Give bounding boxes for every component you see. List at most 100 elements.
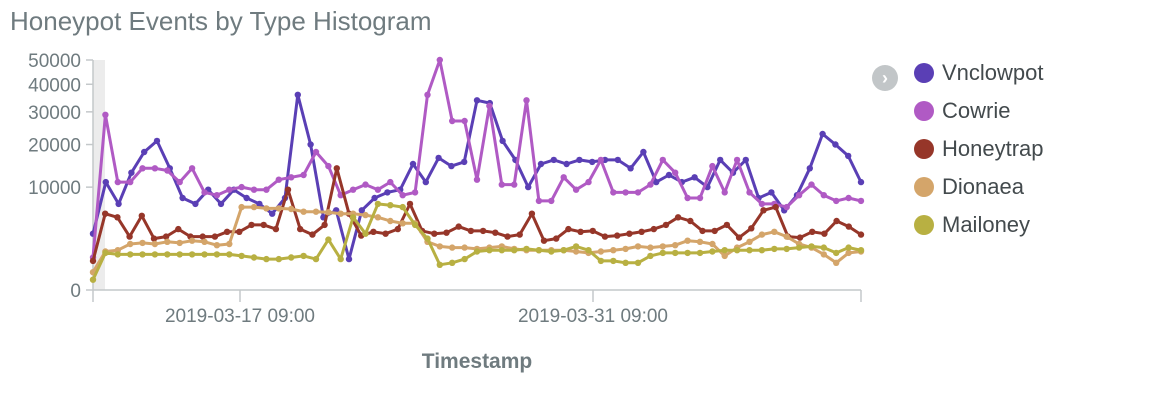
data-point[interactable] — [665, 171, 673, 179]
data-point[interactable] — [627, 165, 634, 172]
data-point[interactable] — [461, 117, 468, 125]
data-point[interactable] — [783, 203, 790, 211]
data-point[interactable] — [162, 233, 170, 240]
data-point[interactable] — [164, 238, 171, 245]
data-point[interactable] — [845, 194, 852, 202]
data-point[interactable] — [243, 194, 250, 202]
data-point[interactable] — [312, 208, 320, 215]
data-point[interactable] — [634, 259, 642, 266]
data-point[interactable] — [349, 214, 357, 221]
data-point[interactable] — [486, 247, 493, 254]
data-point[interactable] — [201, 251, 208, 258]
data-point[interactable] — [758, 247, 766, 254]
data-point[interactable] — [684, 237, 691, 244]
data-point[interactable] — [748, 225, 755, 232]
data-point[interactable] — [684, 194, 691, 202]
data-point[interactable] — [297, 225, 304, 233]
data-point[interactable] — [857, 231, 865, 238]
data-point[interactable] — [550, 156, 557, 164]
data-point[interactable] — [256, 200, 263, 208]
data-point[interactable] — [622, 259, 629, 266]
data-point[interactable] — [399, 203, 406, 211]
data-point[interactable] — [337, 210, 344, 217]
data-point[interactable] — [325, 236, 332, 243]
data-point[interactable] — [498, 247, 505, 254]
data-point[interactable] — [696, 238, 704, 245]
data-point[interactable] — [238, 183, 245, 191]
data-point[interactable] — [358, 207, 365, 214]
data-point[interactable] — [809, 228, 816, 235]
data-point[interactable] — [622, 245, 629, 253]
data-point[interactable] — [511, 247, 518, 254]
data-point[interactable] — [498, 181, 505, 188]
data-point[interactable] — [674, 214, 682, 221]
data-point[interactable] — [102, 111, 109, 119]
data-point[interactable] — [589, 158, 596, 166]
data-point[interactable] — [263, 255, 270, 263]
data-point[interactable] — [436, 261, 443, 268]
data-point[interactable] — [659, 249, 666, 257]
data-point[interactable] — [164, 251, 171, 258]
data-point[interactable] — [771, 245, 778, 253]
data-point[interactable] — [337, 255, 344, 263]
legend-item-vnclowpot[interactable]: Vnclowpot — [914, 54, 1044, 92]
data-point[interactable] — [721, 247, 728, 254]
data-point[interactable] — [783, 245, 790, 253]
data-point[interactable] — [382, 230, 389, 237]
data-point[interactable] — [746, 238, 753, 245]
data-point[interactable] — [226, 251, 233, 258]
data-point[interactable] — [795, 192, 803, 199]
data-point[interactable] — [374, 214, 382, 221]
data-point[interactable] — [461, 244, 468, 251]
data-point[interactable] — [684, 249, 691, 257]
data-point[interactable] — [833, 197, 840, 205]
data-point[interactable] — [435, 154, 442, 162]
data-point[interactable] — [537, 160, 545, 168]
data-point[interactable] — [188, 251, 196, 258]
data-point[interactable] — [387, 202, 394, 209]
data-point[interactable] — [448, 162, 455, 170]
data-point[interactable] — [650, 225, 657, 233]
data-point[interactable] — [585, 178, 592, 186]
data-point[interactable] — [333, 165, 340, 172]
data-point[interactable] — [176, 251, 183, 258]
data-point[interactable] — [248, 221, 255, 229]
data-point[interactable] — [436, 56, 443, 64]
data-point[interactable] — [399, 192, 406, 199]
data-point[interactable] — [300, 208, 307, 215]
data-point[interactable] — [213, 242, 221, 249]
data-point[interactable] — [746, 247, 753, 254]
data-point[interactable] — [742, 156, 749, 164]
data-point[interactable] — [139, 251, 146, 258]
data-point[interactable] — [201, 189, 208, 196]
data-point[interactable] — [409, 160, 417, 168]
data-point[interactable] — [610, 247, 617, 254]
data-point[interactable] — [572, 248, 580, 255]
data-point[interactable] — [473, 97, 481, 104]
data-point[interactable] — [672, 249, 679, 257]
data-point[interactable] — [857, 247, 865, 254]
data-point[interactable] — [768, 189, 775, 196]
data-point[interactable] — [553, 235, 560, 242]
data-point[interactable] — [263, 186, 270, 193]
data-point[interactable] — [374, 200, 382, 208]
data-point[interactable] — [362, 211, 369, 219]
data-point[interactable] — [589, 227, 596, 235]
data-point[interactable] — [833, 259, 840, 266]
data-point[interactable] — [709, 240, 716, 248]
legend-item-dionaea[interactable]: Dionaea — [914, 168, 1024, 206]
data-point[interactable] — [845, 249, 852, 257]
data-point[interactable] — [387, 178, 394, 186]
data-point[interactable] — [176, 178, 183, 186]
data-point[interactable] — [384, 189, 391, 196]
data-point[interactable] — [486, 102, 493, 110]
legend-item-mailoney[interactable]: Mailoney — [914, 206, 1030, 244]
data-point[interactable] — [560, 247, 567, 254]
data-point[interactable] — [127, 251, 134, 258]
data-point[interactable] — [399, 220, 406, 227]
data-point[interactable] — [845, 244, 852, 251]
data-point[interactable] — [687, 217, 694, 225]
data-point[interactable] — [672, 242, 679, 249]
data-point[interactable] — [626, 230, 633, 237]
data-point[interactable] — [610, 189, 617, 196]
